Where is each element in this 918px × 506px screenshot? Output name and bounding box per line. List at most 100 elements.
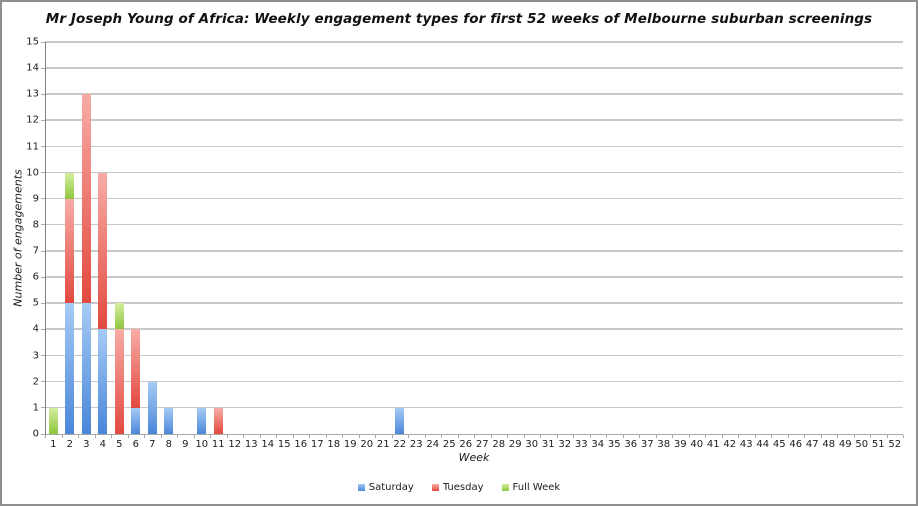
- y-axis-line: [45, 42, 46, 437]
- x-axis-tick-label: 50: [855, 439, 869, 450]
- x-axis-tick: [639, 435, 640, 438]
- x-axis-tick: [226, 435, 228, 438]
- x-axis-tick-label: 1: [50, 439, 57, 450]
- x-axis-tick-label: 48: [822, 439, 836, 450]
- bar-segment-full-week: [114, 303, 124, 330]
- legend-swatch-icon: [431, 484, 439, 491]
- gridline: [45, 302, 903, 304]
- y-axis-tick-label: 10: [26, 167, 39, 179]
- x-axis-tick: [160, 435, 162, 438]
- x-axis-tick: [457, 435, 459, 438]
- y-axis-tick: [41, 41, 45, 43]
- x-axis-tick-label: 8: [165, 439, 172, 450]
- x-axis-tick: [325, 435, 327, 438]
- x-axis-tick-label: 29: [508, 439, 522, 450]
- bar-segment-tuesday: [81, 94, 91, 304]
- gridline: [45, 41, 903, 43]
- x-axis-title: Week: [458, 451, 490, 464]
- x-axis-tick: [127, 435, 129, 438]
- x-axis-tick: [870, 435, 871, 438]
- legend-item-full-week: Full Week: [501, 482, 560, 493]
- x-axis-tick-label: 39: [673, 439, 687, 450]
- bar-segment-full-week: [48, 407, 58, 434]
- y-axis-tick: [41, 172, 45, 174]
- x-axis-tick-label: 35: [607, 439, 621, 450]
- gridline: [45, 223, 903, 226]
- x-axis-tick-label: 7: [149, 439, 156, 450]
- y-axis-tick-label: 14: [26, 62, 39, 74]
- x-axis-tick: [177, 435, 178, 438]
- bar-segment-saturday: [98, 329, 108, 434]
- x-axis-tick: [111, 435, 112, 438]
- x-axis-tick-label: 18: [327, 439, 341, 450]
- x-axis-tick-label: 4: [99, 439, 106, 450]
- y-axis-tick: [41, 328, 45, 330]
- legend-item-tuesday: Tuesday: [431, 482, 484, 493]
- x-axis-tick: [721, 435, 723, 438]
- y-axis-tick: [41, 276, 45, 278]
- x-axis-tick-label: 41: [706, 439, 720, 450]
- x-axis-tick-label: 19: [343, 439, 357, 450]
- y-axis-tick: [41, 381, 45, 383]
- bar-segment-tuesday: [213, 407, 223, 434]
- bar-segment-tuesday: [65, 198, 75, 304]
- x-axis-tick-label: 36: [624, 439, 638, 450]
- gridline: [45, 276, 903, 278]
- x-axis-tick: [507, 435, 508, 438]
- x-axis-tick: [820, 435, 822, 438]
- y-axis-tick-label: 6: [32, 271, 39, 283]
- x-axis-tick: [804, 435, 805, 438]
- y-axis-tick-label: 3: [32, 350, 39, 362]
- legend-item-saturday: Saturday: [357, 482, 414, 493]
- y-axis-tick-label: 0: [32, 428, 39, 440]
- y-axis-tick-label: 2: [32, 376, 39, 388]
- x-axis-tick: [94, 435, 96, 438]
- x-axis-tick-label: 14: [261, 439, 275, 450]
- x-axis-tick: [853, 435, 855, 438]
- bar-segment-saturday: [164, 407, 174, 434]
- x-axis-tick: [292, 435, 294, 438]
- y-axis-tick: [41, 250, 45, 252]
- x-axis-tick: [886, 435, 888, 438]
- bar-segment-tuesday: [131, 329, 141, 408]
- x-axis-tick-label: 37: [640, 439, 654, 450]
- x-axis-tick: [573, 435, 574, 438]
- x-axis-tick-label: 21: [376, 439, 390, 450]
- x-axis-tick: [424, 435, 426, 438]
- x-axis-tick-label: 12: [228, 439, 242, 450]
- gridline: [45, 250, 903, 252]
- x-axis-tick: [490, 435, 492, 438]
- legend-label: Tuesday: [442, 482, 484, 493]
- x-axis-tick: [672, 435, 673, 438]
- x-axis-tick-label: 34: [591, 439, 605, 450]
- y-axis-tick: [41, 146, 45, 148]
- y-axis-tick: [41, 302, 45, 304]
- x-axis-tick-label: 13: [244, 439, 258, 450]
- x-axis-tick-label: 3: [83, 439, 90, 450]
- y-axis-tick: [41, 355, 45, 357]
- x-axis-tick: [358, 435, 360, 438]
- y-axis-tick-label: 11: [26, 141, 39, 153]
- x-axis-tick: [655, 435, 657, 438]
- bar-segment-saturday: [81, 303, 91, 434]
- x-axis-tick: [309, 435, 310, 438]
- x-axis-tick: [193, 435, 195, 438]
- y-axis-tick-label: 5: [32, 297, 39, 309]
- gridline: [45, 328, 903, 330]
- y-axis-tick: [41, 119, 45, 121]
- chart-title: Mr Joseph Young of Africa: Weekly engage…: [45, 11, 873, 27]
- bar-segment-tuesday: [98, 172, 108, 330]
- x-axis-tick: [903, 435, 904, 438]
- x-axis-tick: [408, 435, 409, 438]
- x-axis-tick-label: 38: [657, 439, 671, 450]
- y-axis-tick-label: 8: [32, 219, 39, 231]
- x-axis-tick: [622, 435, 624, 438]
- bar-segment-saturday: [197, 407, 207, 434]
- gridline: [45, 171, 903, 174]
- y-axis-tick-label: 1: [32, 402, 39, 414]
- gridline: [45, 93, 903, 95]
- y-axis-tick-label: 13: [26, 88, 39, 100]
- x-axis-tick-label: 17: [310, 439, 324, 450]
- x-axis-tick: [441, 435, 442, 438]
